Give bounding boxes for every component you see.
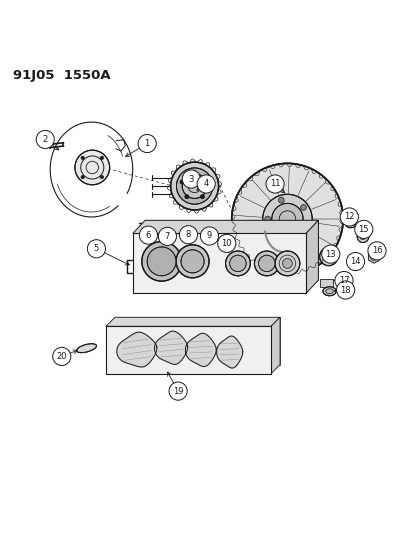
- Circle shape: [274, 251, 299, 276]
- Text: 15: 15: [358, 225, 368, 234]
- Polygon shape: [133, 220, 318, 233]
- Ellipse shape: [348, 260, 360, 266]
- Circle shape: [100, 175, 103, 179]
- Circle shape: [170, 162, 218, 210]
- Text: 20: 20: [56, 352, 67, 361]
- Circle shape: [75, 150, 109, 185]
- Circle shape: [200, 195, 204, 199]
- Circle shape: [354, 220, 372, 238]
- Ellipse shape: [322, 287, 335, 296]
- Circle shape: [319, 247, 337, 265]
- Text: 9: 9: [206, 231, 211, 240]
- Circle shape: [138, 134, 156, 152]
- Circle shape: [262, 195, 311, 244]
- Circle shape: [225, 251, 250, 276]
- Circle shape: [266, 175, 283, 193]
- Text: 12: 12: [343, 213, 354, 222]
- Ellipse shape: [345, 223, 354, 228]
- Text: 17: 17: [338, 276, 349, 285]
- Circle shape: [254, 251, 278, 276]
- Text: 18: 18: [339, 286, 350, 295]
- Text: 8: 8: [185, 230, 191, 239]
- Text: 10: 10: [221, 239, 232, 248]
- Circle shape: [139, 226, 157, 244]
- Circle shape: [336, 281, 354, 299]
- Circle shape: [300, 205, 306, 211]
- Circle shape: [184, 195, 188, 199]
- Text: 91J05  1550A: 91J05 1550A: [13, 69, 110, 82]
- Polygon shape: [116, 332, 157, 367]
- Circle shape: [81, 175, 84, 179]
- Text: 16: 16: [371, 246, 381, 255]
- Text: 14: 14: [349, 257, 360, 266]
- Circle shape: [271, 204, 302, 235]
- Circle shape: [81, 156, 84, 159]
- Circle shape: [100, 156, 103, 159]
- Text: 19: 19: [173, 386, 183, 395]
- Circle shape: [217, 235, 235, 253]
- Circle shape: [180, 180, 184, 184]
- Circle shape: [282, 259, 292, 268]
- Circle shape: [180, 250, 204, 273]
- Text: 13: 13: [325, 249, 335, 259]
- Circle shape: [182, 170, 200, 188]
- Circle shape: [278, 235, 284, 241]
- Polygon shape: [368, 250, 379, 263]
- Circle shape: [87, 240, 105, 258]
- Circle shape: [321, 245, 339, 263]
- Circle shape: [169, 382, 187, 400]
- Circle shape: [367, 242, 385, 260]
- Polygon shape: [145, 220, 318, 280]
- Circle shape: [278, 197, 284, 203]
- Text: 3: 3: [188, 174, 194, 183]
- Circle shape: [142, 241, 181, 281]
- Polygon shape: [216, 336, 242, 368]
- Circle shape: [264, 216, 270, 222]
- Circle shape: [334, 271, 352, 289]
- Circle shape: [339, 208, 358, 226]
- Circle shape: [258, 255, 274, 272]
- Text: 7: 7: [164, 232, 170, 241]
- Polygon shape: [106, 326, 270, 374]
- Circle shape: [300, 228, 306, 233]
- Polygon shape: [185, 333, 216, 367]
- Polygon shape: [115, 317, 279, 365]
- Text: 6: 6: [145, 231, 151, 240]
- Text: 4: 4: [203, 180, 208, 189]
- Polygon shape: [270, 317, 279, 374]
- Circle shape: [356, 231, 368, 243]
- Text: 11: 11: [269, 180, 280, 189]
- Circle shape: [179, 225, 197, 244]
- Circle shape: [346, 253, 364, 271]
- Polygon shape: [106, 317, 279, 326]
- Polygon shape: [305, 220, 318, 293]
- Circle shape: [229, 255, 246, 272]
- Circle shape: [176, 168, 212, 204]
- Circle shape: [158, 227, 176, 246]
- Circle shape: [197, 175, 215, 193]
- Circle shape: [182, 174, 206, 198]
- Circle shape: [204, 180, 209, 184]
- Polygon shape: [319, 279, 332, 287]
- Text: 5: 5: [94, 244, 99, 253]
- Circle shape: [36, 131, 54, 149]
- Circle shape: [147, 247, 176, 276]
- Ellipse shape: [76, 344, 96, 353]
- Circle shape: [176, 245, 209, 278]
- Polygon shape: [154, 331, 187, 365]
- Circle shape: [192, 171, 196, 175]
- Circle shape: [52, 348, 71, 366]
- Circle shape: [200, 227, 218, 245]
- Text: 2: 2: [43, 135, 48, 144]
- Polygon shape: [133, 233, 305, 293]
- Text: 1: 1: [144, 139, 150, 148]
- Circle shape: [231, 163, 342, 274]
